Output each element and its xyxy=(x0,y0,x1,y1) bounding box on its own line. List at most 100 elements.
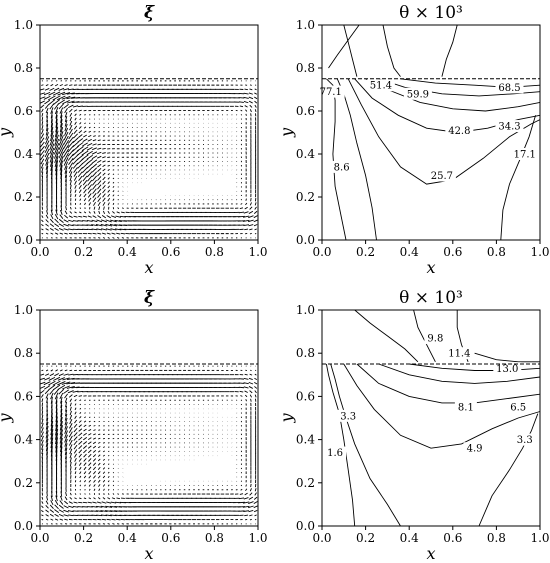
x-axis-label: x xyxy=(426,258,435,277)
quiver-arrow xyxy=(50,396,53,404)
contour-line xyxy=(378,78,541,97)
quiver-arrow xyxy=(69,461,72,467)
quiver-arrow xyxy=(243,386,249,389)
quiver-arrow xyxy=(242,219,250,222)
quiver-arrow xyxy=(74,198,77,201)
quiver-arrow xyxy=(92,188,97,194)
quiver-arrow xyxy=(96,228,103,231)
contour-line xyxy=(325,363,356,527)
quiver-arrow xyxy=(100,510,108,513)
quiver-arrow xyxy=(244,373,248,376)
quiver-arrow xyxy=(49,513,54,517)
quiver-arrow xyxy=(41,448,44,455)
quiver-arrow xyxy=(69,124,73,131)
quiver-arrow xyxy=(64,426,68,434)
quiver-arrow xyxy=(64,119,68,127)
quiver-arrow xyxy=(101,518,107,521)
quiver-arrow xyxy=(46,116,48,123)
contour-label: 42.8 xyxy=(448,126,470,137)
quiver-arrow xyxy=(50,518,54,521)
quiver-arrow xyxy=(40,150,45,156)
quiver-arrow xyxy=(100,505,108,508)
quiver-arrow xyxy=(245,399,247,402)
quiver-arrow xyxy=(45,165,49,175)
contour-label: 3.3 xyxy=(517,435,533,446)
quiver-arrow xyxy=(44,389,50,395)
quiver-arrow xyxy=(55,437,58,449)
quiver-arrow xyxy=(98,433,101,436)
quiver-arrow xyxy=(69,402,72,407)
y-tick-label: 0.0 xyxy=(296,233,315,247)
quiver-arrow xyxy=(254,377,258,380)
quiver-arrow xyxy=(91,505,98,508)
x-tick-label: 0.2 xyxy=(356,245,375,259)
quiver-arrow xyxy=(73,423,78,428)
quiver-arrow xyxy=(49,504,54,509)
contour-label-bg xyxy=(337,409,360,422)
quiver-arrow xyxy=(83,130,87,134)
quiver-arrow xyxy=(114,224,123,227)
quiver-arrow xyxy=(40,137,45,144)
quiver-arrow xyxy=(74,399,77,402)
quiver-arrow xyxy=(248,505,254,509)
quiver-arrow xyxy=(78,130,83,134)
x-tick-label: 0.0 xyxy=(312,531,331,545)
quiver-arrow xyxy=(68,162,74,170)
quiver-arrow xyxy=(253,215,258,219)
y-tick-label: 0.6 xyxy=(296,104,315,118)
quiver-arrow xyxy=(254,84,257,86)
quiver-arrow xyxy=(50,119,53,128)
quiver-arrow xyxy=(84,118,86,120)
y-tick-label: 0.6 xyxy=(296,389,315,403)
contour-label-bg xyxy=(445,124,474,137)
panel-title: ξ xyxy=(144,288,155,308)
quiver-arrow xyxy=(83,134,88,138)
quiver-arrow xyxy=(238,101,244,103)
quiver-arrow xyxy=(41,219,44,223)
quiver-arrow xyxy=(72,506,79,508)
quiver-field xyxy=(40,365,258,525)
quiver-arrow xyxy=(98,484,101,487)
quiver-arrow xyxy=(44,103,50,109)
quiver-arrow xyxy=(93,433,96,436)
quiver-arrow xyxy=(64,393,68,399)
quiver-arrow xyxy=(78,449,83,454)
quiver-arrow xyxy=(82,175,88,182)
contour-lines: 51.4 59.9 68.5 42.8 34.3 25.7 17.1 8.6 77.1 xyxy=(316,24,541,241)
contour-label: 8.6 xyxy=(334,162,350,173)
quiver-arrow xyxy=(88,497,92,500)
quiver-arrow xyxy=(249,492,253,496)
quiver-arrow xyxy=(73,501,78,504)
quiver-arrow xyxy=(73,176,78,181)
quiver-arrow xyxy=(79,466,82,470)
quiver-arrow xyxy=(91,224,98,227)
quiver-arrow xyxy=(57,95,66,101)
quiver-arrow xyxy=(102,180,106,185)
quiver-arrow xyxy=(64,496,68,501)
quiver-arrow xyxy=(46,397,49,404)
quiver-arrow xyxy=(81,150,89,156)
x-tick-label: 0.8 xyxy=(487,531,506,545)
quiver-arrow xyxy=(86,224,94,226)
quiver-arrow xyxy=(93,211,96,214)
contour-line xyxy=(354,309,419,363)
y-axis-label: y xyxy=(0,127,14,138)
quiver-arrow xyxy=(97,176,102,181)
quiver-arrow xyxy=(83,475,87,479)
quiver-arrow xyxy=(117,198,119,201)
plot-frame xyxy=(39,309,259,527)
quiver-arrow xyxy=(64,112,68,118)
quiver-arrow xyxy=(50,115,53,123)
quiver-arrow xyxy=(78,180,83,186)
quiver-arrow xyxy=(67,224,74,227)
plot-frame xyxy=(321,309,541,527)
x-axis-label: x xyxy=(144,258,153,277)
panel-title: θ × 10³ xyxy=(399,3,463,23)
quiver-arrow xyxy=(242,505,250,508)
quiver-arrow xyxy=(74,189,77,193)
quiver-arrow xyxy=(84,122,86,125)
quiver-arrow xyxy=(112,186,115,188)
quiver-arrow xyxy=(65,452,68,460)
quiver-arrow xyxy=(96,219,103,223)
quiver-arrow xyxy=(55,433,59,445)
